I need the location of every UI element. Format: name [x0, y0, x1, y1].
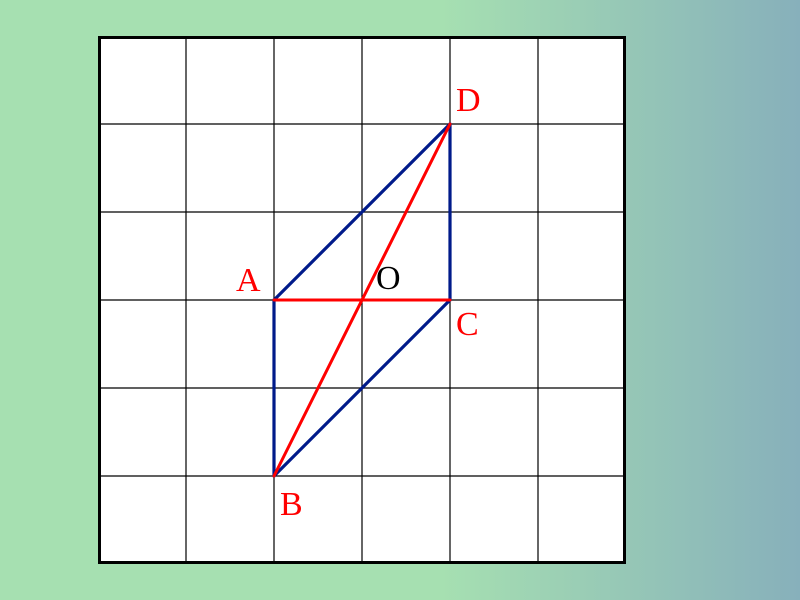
page-background: A B C D O — [0, 0, 800, 600]
label-B: B — [280, 486, 303, 524]
label-C: C — [456, 306, 479, 344]
geometry-diagram — [98, 36, 626, 564]
label-O: O — [376, 260, 401, 298]
diagram-container: A B C D O — [98, 36, 626, 564]
label-A: A — [236, 262, 261, 300]
label-D: D — [456, 82, 481, 120]
